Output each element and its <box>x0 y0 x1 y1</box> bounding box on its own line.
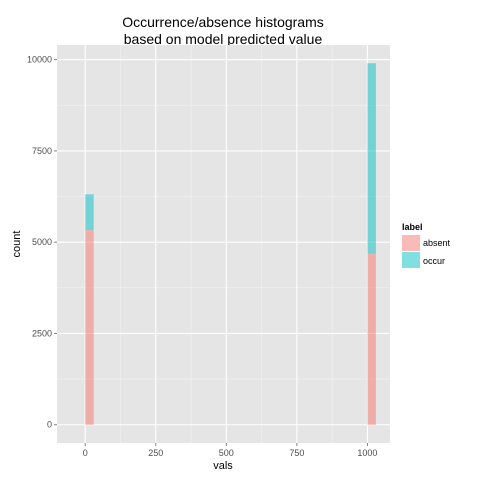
chart-title-line-1: Occurrence/absence histograms <box>122 14 324 30</box>
x-tick-label: 500 <box>219 448 234 458</box>
bar-occur-0 <box>85 194 94 231</box>
bar-absent-0 <box>85 230 94 425</box>
legend: label absent occur <box>402 222 451 268</box>
legend-title: label <box>402 222 423 232</box>
legend-label-absent: absent <box>423 238 451 248</box>
y-axis-label: count <box>11 231 23 258</box>
x-tick-label: 0 <box>83 448 88 458</box>
legend-key-absent <box>402 235 420 251</box>
y-tick-label: 10000 <box>27 55 52 65</box>
plot-panel <box>57 45 390 443</box>
x-axis-ticks: 0 250 500 750 1000 <box>83 443 377 458</box>
x-tick-label: 1000 <box>357 448 377 458</box>
y-tick-label: 5000 <box>32 237 52 247</box>
grid-minor <box>57 45 390 443</box>
chart-title-line-2: based on model predicted value <box>124 31 323 47</box>
legend-label-occur: occur <box>423 256 445 266</box>
y-tick-label: 7500 <box>32 146 52 156</box>
bars <box>85 63 376 425</box>
y-tick-label: 2500 <box>32 328 52 338</box>
y-tick-label: 0 <box>47 420 52 430</box>
x-tick-label: 750 <box>289 448 304 458</box>
legend-key-occur <box>402 252 420 268</box>
x-tick-label: 250 <box>148 448 163 458</box>
bar-occur-1000 <box>367 63 376 254</box>
x-axis-label: vals <box>213 460 233 472</box>
bar-absent-1000 <box>367 253 376 425</box>
y-axis-ticks: 0 2500 5000 7500 10000 <box>27 55 57 430</box>
